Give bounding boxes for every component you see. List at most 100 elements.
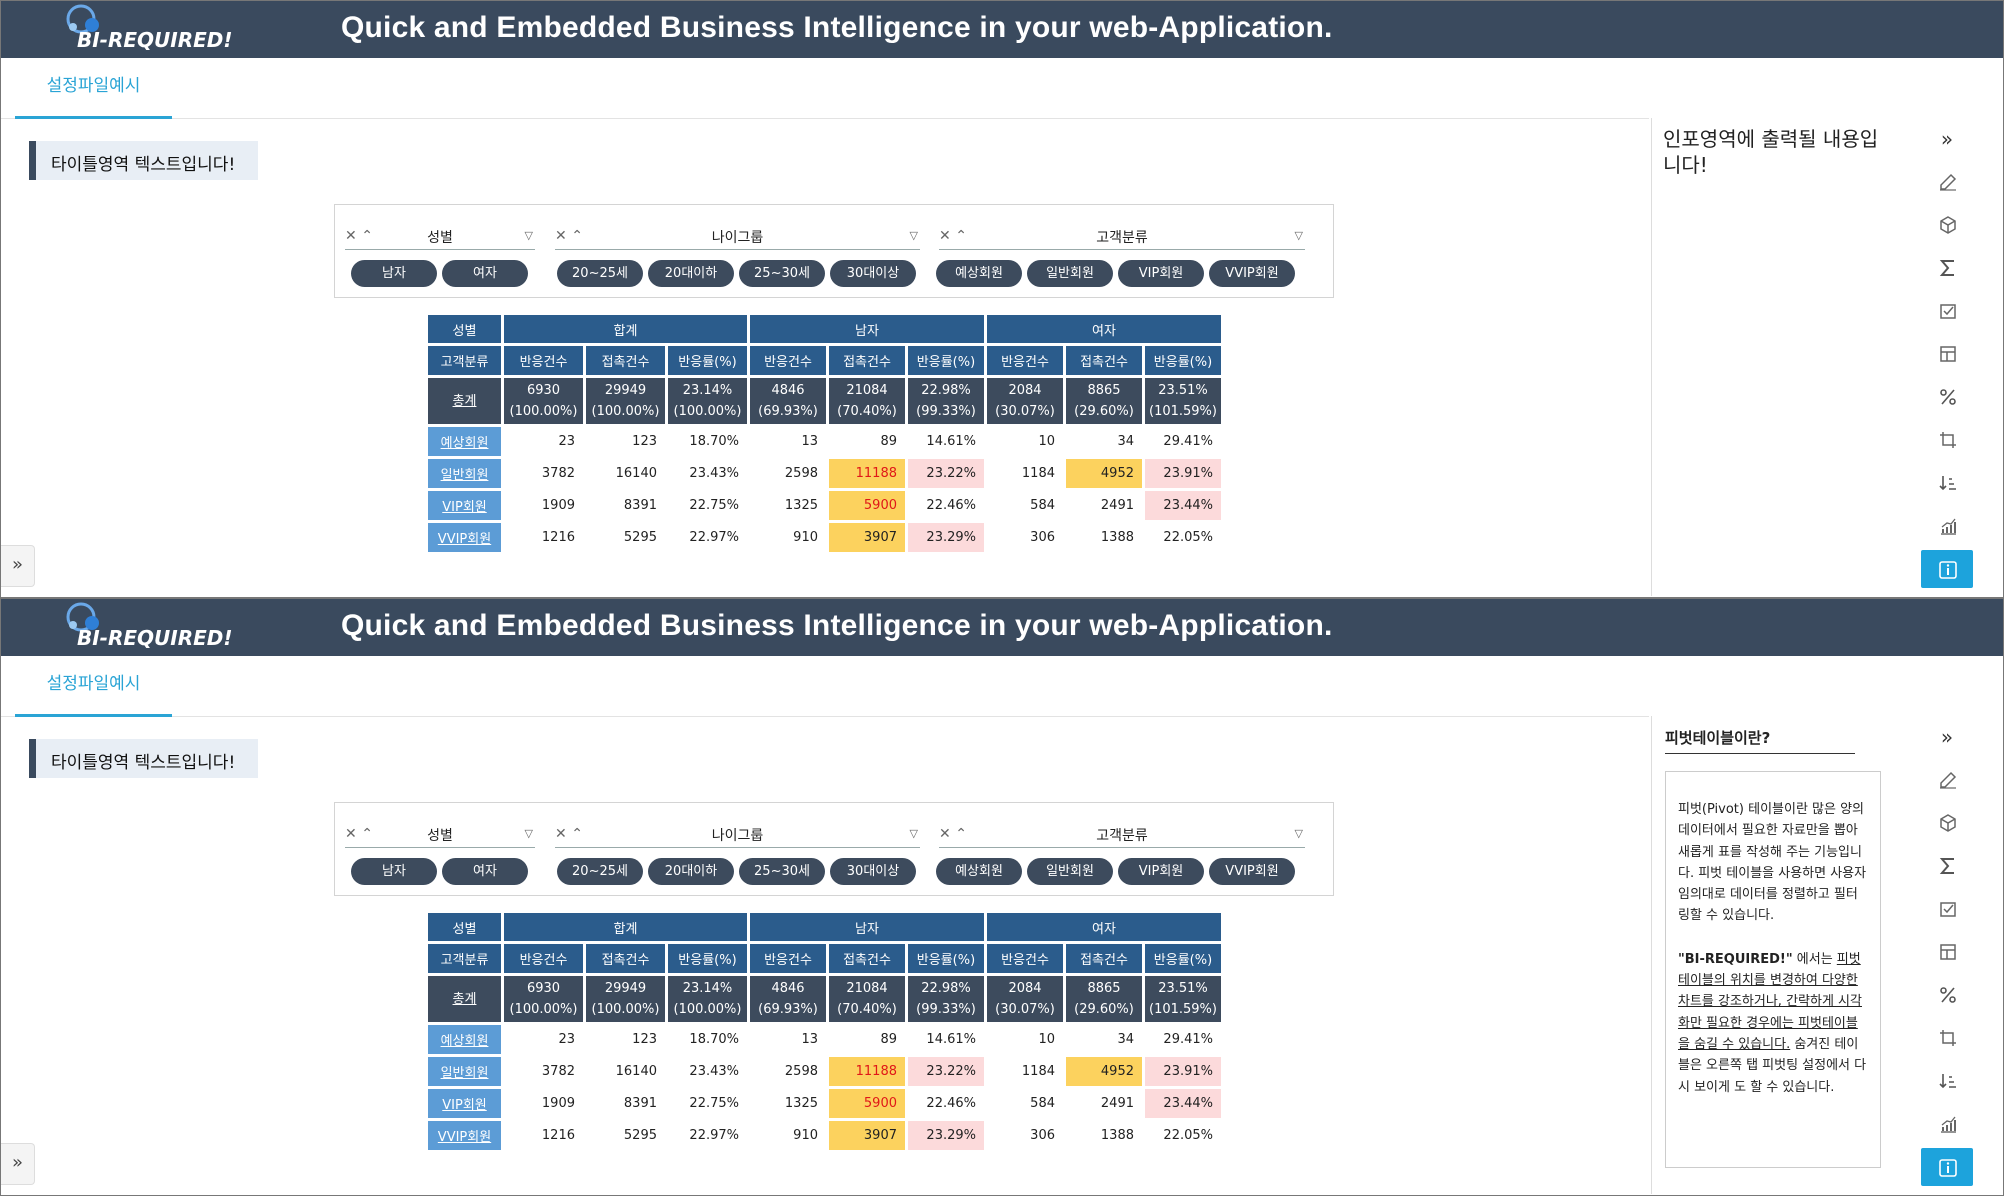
info-icon[interactable] [1921, 1148, 1973, 1186]
pivot-cell: 22.05% [1145, 523, 1221, 552]
filter-chip-age-under-20s[interactable]: 20대이하 [648, 260, 734, 287]
percent-icon[interactable] [1921, 377, 1973, 415]
info-icon[interactable] [1921, 550, 1973, 588]
pivot-total-cell: 4846 (69.93%) [750, 976, 826, 1022]
cube-icon[interactable] [1921, 803, 1973, 841]
pivot-row-label[interactable]: 예상회원 [428, 1025, 501, 1054]
sort-desc-icon[interactable] [1921, 1061, 1973, 1099]
filter-chip-age-20-25[interactable]: 20~25세 [557, 260, 643, 287]
clear-filter-icon[interactable]: ✕ [939, 228, 951, 244]
clear-filter-icon[interactable]: ✕ [345, 228, 357, 244]
pivot-cell: 1909 [504, 491, 583, 520]
filter-funnel-icon[interactable]: ▽ [1294, 229, 1303, 242]
pivot-cell-highlight: 5900 [829, 491, 905, 520]
collapse-filter-icon[interactable]: ⌃ [571, 826, 583, 842]
pivot-row-label[interactable]: 일반회원 [428, 459, 501, 488]
collapse-filter-icon[interactable]: ⌃ [955, 826, 967, 842]
crop-icon[interactable] [1921, 420, 1973, 458]
clear-filter-icon[interactable]: ✕ [345, 826, 357, 842]
chart-icon[interactable] [1921, 506, 1973, 544]
sigma-icon[interactable] [1921, 846, 1973, 884]
filter-label: 나이그룹 [711, 230, 764, 246]
collapse-toolbar-button[interactable]: » [1940, 127, 1954, 151]
pivot-cell: 22.75% [668, 491, 747, 520]
tab-bar: 설정파일예시 [1, 58, 1649, 119]
pivot-row-label[interactable]: 예상회원 [428, 427, 501, 456]
pivot-row-label[interactable]: VIP회원 [428, 491, 501, 520]
filter-funnel-icon[interactable]: ▽ [524, 229, 533, 242]
pivot-measure-header: 반응률(%) [668, 944, 747, 973]
pivot-row-label[interactable]: VIP회원 [428, 1089, 501, 1118]
filter-funnel-icon[interactable]: ▽ [909, 827, 918, 840]
sigma-icon[interactable] [1921, 248, 1973, 286]
pivot-total-row: 총계 6930 (100.00%) 29949 (100.00%) 23.14% (1… [428, 378, 1221, 424]
expand-left-panel-button[interactable]: » [1, 545, 35, 587]
crop-icon[interactable] [1921, 1018, 1973, 1056]
clear-filter-icon[interactable]: ✕ [555, 228, 567, 244]
filter-chip-vip[interactable]: VIP회원 [1118, 260, 1204, 287]
cube-icon[interactable] [1921, 205, 1973, 243]
layout-icon[interactable] [1921, 334, 1973, 372]
pivot-cell: 16140 [586, 459, 665, 488]
percent-icon[interactable] [1921, 975, 1973, 1013]
collapse-filter-icon[interactable]: ⌃ [361, 826, 373, 842]
logo-text: BI-REQUIRED! [77, 626, 233, 650]
filter-chip-age-under-20s[interactable]: 20대이하 [648, 858, 734, 885]
expand-left-panel-button[interactable]: » [1, 1143, 35, 1185]
pivot-cell: 2598 [750, 459, 826, 488]
filter-funnel-icon[interactable]: ▽ [524, 827, 533, 840]
filter-funnel-icon[interactable]: ▽ [909, 229, 918, 242]
pivot-cell: 1216 [504, 1121, 583, 1150]
checklist-icon[interactable] [1921, 291, 1973, 329]
pivot-cell: 23 [504, 1025, 583, 1054]
filter-funnel-icon[interactable]: ▽ [1294, 827, 1303, 840]
pivot-total-cell: 23.51% (101.59%) [1145, 378, 1221, 424]
filter-chip-age-25-30[interactable]: 25~30세 [739, 260, 825, 287]
pivot-table: 성별 합계 남자 여자 고객분류 반응건수 접촉건수 반응률(%) 반응건수 접… [425, 910, 1224, 1153]
sort-desc-icon[interactable] [1921, 463, 1973, 501]
edit-icon[interactable] [1921, 162, 1973, 200]
pivot-cell: 306 [987, 523, 1063, 552]
edit-icon[interactable] [1921, 760, 1973, 798]
filter-chip-female[interactable]: 여자 [442, 260, 528, 287]
filter-chip-age-20-25[interactable]: 20~25세 [557, 858, 643, 885]
filter-chip-vip[interactable]: VIP회원 [1118, 858, 1204, 885]
tab-settings-example[interactable]: 설정파일예시 [15, 58, 172, 119]
clear-filter-icon[interactable]: ✕ [555, 826, 567, 842]
pivot-total-label[interactable]: 총계 [428, 378, 501, 424]
pivot-row-label[interactable]: 일반회원 [428, 1057, 501, 1086]
filter-chip-male[interactable]: 남자 [351, 858, 437, 885]
collapse-filter-icon[interactable]: ⌃ [571, 228, 583, 244]
pivot-row-label[interactable]: VVIP회원 [428, 523, 501, 552]
pivot-cell: 13 [750, 427, 826, 456]
collapse-toolbar-button[interactable]: » [1940, 725, 1954, 749]
pivot-row-label[interactable]: VVIP회원 [428, 1121, 501, 1150]
chart-icon[interactable] [1921, 1104, 1973, 1142]
checklist-icon[interactable] [1921, 889, 1973, 927]
tab-settings-example[interactable]: 설정파일예시 [15, 656, 172, 717]
filter-chip-vvip[interactable]: VVIP회원 [1209, 858, 1295, 885]
pivot-cell: 22.46% [908, 491, 984, 520]
pivot-total-cell: 4846 (69.93%) [750, 378, 826, 424]
filter-chip-vvip[interactable]: VVIP회원 [1209, 260, 1295, 287]
filter-chip-age-30s-plus[interactable]: 30대이상 [830, 858, 916, 885]
filter-chip-female[interactable]: 여자 [442, 858, 528, 885]
layout-icon[interactable] [1921, 932, 1973, 970]
filter-chip-age-30s-plus[interactable]: 30대이상 [830, 260, 916, 287]
pivot-cell: 123 [586, 427, 665, 456]
filter-chip-regular[interactable]: 일반회원 [1027, 260, 1113, 287]
pivot-total-cell: 22.98% (99.33%) [908, 976, 984, 1022]
pivot-total-label[interactable]: 총계 [428, 976, 501, 1022]
filter-chip-age-25-30[interactable]: 25~30세 [739, 858, 825, 885]
filter-chip-prospect[interactable]: 예상회원 [936, 858, 1022, 885]
filter-chip-regular[interactable]: 일반회원 [1027, 858, 1113, 885]
collapse-filter-icon[interactable]: ⌃ [955, 228, 967, 244]
pivot-cell-highlight: 23.91% [1145, 1057, 1221, 1086]
collapse-filter-icon[interactable]: ⌃ [361, 228, 373, 244]
filter-chip-male[interactable]: 남자 [351, 260, 437, 287]
pivot-row: 예상회원 23 123 18.70% 13 89 14.61% 10 34 29… [428, 1025, 1221, 1054]
pivot-corner-bottom: 고객분류 [428, 944, 501, 973]
pivot-cell: 1388 [1066, 523, 1142, 552]
clear-filter-icon[interactable]: ✕ [939, 826, 951, 842]
filter-chip-prospect[interactable]: 예상회원 [936, 260, 1022, 287]
